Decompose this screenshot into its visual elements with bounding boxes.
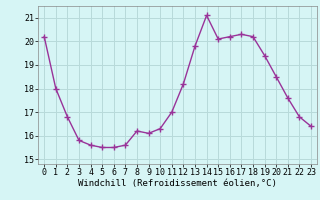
X-axis label: Windchill (Refroidissement éolien,°C): Windchill (Refroidissement éolien,°C): [78, 179, 277, 188]
